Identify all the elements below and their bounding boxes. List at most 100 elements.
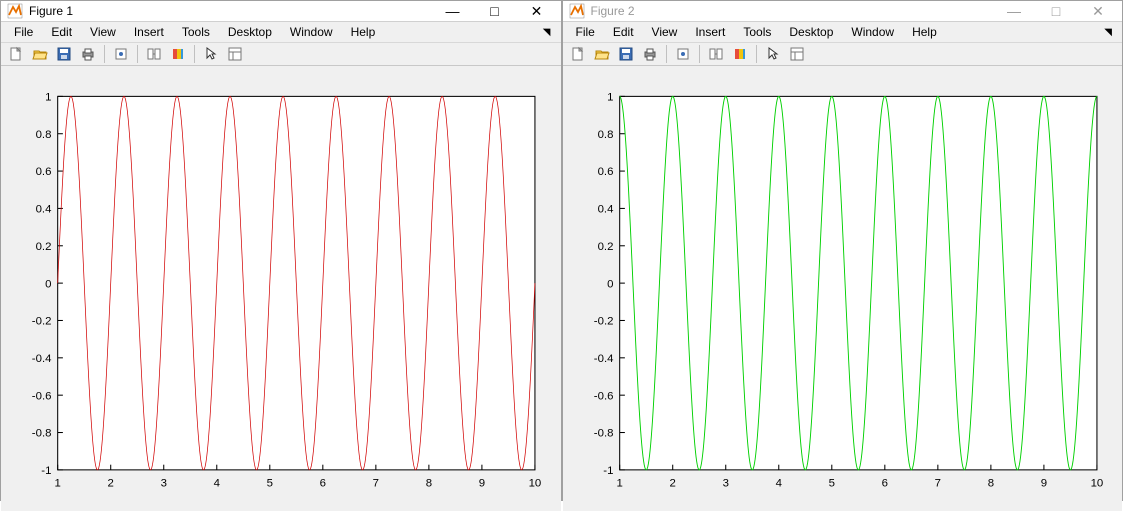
matlab-icon	[7, 3, 23, 19]
svg-text:1: 1	[607, 92, 613, 104]
plot-area: 12345678910-1-0.8-0.6-0.4-0.200.20.40.60…	[1, 66, 561, 511]
menubar: File Edit View Insert Tools Desktop Wind…	[1, 22, 561, 43]
svg-text:0.2: 0.2	[597, 241, 613, 253]
menu-edit[interactable]: Edit	[42, 22, 81, 42]
maximize-button[interactable]: □	[1044, 1, 1068, 21]
menu-insert[interactable]: Insert	[686, 22, 734, 42]
new-icon[interactable]	[567, 43, 589, 65]
menu-help[interactable]: Help	[903, 22, 946, 42]
open-icon[interactable]	[29, 43, 51, 65]
svg-text:0.4: 0.4	[597, 204, 614, 216]
save-icon[interactable]	[53, 43, 75, 65]
svg-text:10: 10	[1090, 477, 1103, 489]
print-icon[interactable]	[77, 43, 99, 65]
window-controls: — □ ✕	[441, 1, 557, 21]
menu-tools[interactable]: Tools	[173, 22, 219, 42]
menu-edit[interactable]: Edit	[604, 22, 643, 42]
matlab-icon	[569, 3, 585, 19]
menu-desktop[interactable]: Desktop	[219, 22, 281, 42]
minimize-button[interactable]: —	[1002, 1, 1026, 21]
menu-help[interactable]: Help	[342, 22, 385, 42]
toolbar	[1, 43, 561, 66]
plottools-icon[interactable]	[786, 43, 808, 65]
minimize-button[interactable]: —	[441, 1, 465, 21]
toolbar-separator	[756, 45, 757, 63]
toolbar-separator	[666, 45, 667, 63]
link-icon[interactable]	[705, 43, 727, 65]
menu-file[interactable]: File	[5, 22, 42, 42]
insert-colorbar-icon[interactable]	[167, 43, 189, 65]
window-title: Figure 1	[29, 4, 441, 18]
menu-window[interactable]: Window	[281, 22, 342, 42]
svg-text:-0.4: -0.4	[32, 353, 52, 365]
svg-text:0: 0	[45, 278, 51, 290]
window-title: Figure 2	[591, 4, 1003, 18]
menu-window[interactable]: Window	[842, 22, 903, 42]
svg-text:-0.8: -0.8	[593, 428, 613, 440]
menu-overflow-icon[interactable]: ◥	[543, 27, 557, 38]
new-icon[interactable]	[5, 43, 27, 65]
svg-text:0.8: 0.8	[36, 129, 52, 141]
titlebar[interactable]: Figure 1 — □ ✕	[1, 1, 561, 22]
menu-view[interactable]: View	[643, 22, 687, 42]
svg-text:2: 2	[108, 477, 114, 489]
svg-text:7: 7	[373, 477, 379, 489]
toolbar-separator	[194, 45, 195, 63]
svg-text:1: 1	[45, 92, 51, 104]
svg-text:6: 6	[881, 477, 887, 489]
svg-text:9: 9	[1040, 477, 1046, 489]
window-controls: — □ ✕	[1002, 1, 1118, 21]
menubar: File Edit View Insert Tools Desktop Wind…	[563, 22, 1123, 43]
edit-plot-icon[interactable]	[672, 43, 694, 65]
toolbar-separator	[137, 45, 138, 63]
save-icon[interactable]	[615, 43, 637, 65]
svg-text:0.8: 0.8	[597, 129, 613, 141]
svg-text:7: 7	[934, 477, 940, 489]
svg-text:-1: -1	[41, 465, 51, 477]
chart: 12345678910-1-0.8-0.6-0.4-0.200.20.40.60…	[11, 86, 551, 501]
pointer-icon[interactable]	[200, 43, 222, 65]
menu-file[interactable]: File	[567, 22, 604, 42]
figure-window-1: Figure 1 — □ ✕ File Edit View Insert Too…	[0, 0, 562, 501]
svg-text:4: 4	[214, 477, 221, 489]
svg-text:8: 8	[426, 477, 432, 489]
close-button[interactable]: ✕	[1086, 1, 1110, 21]
plot-area: 12345678910-1-0.8-0.6-0.4-0.200.20.40.60…	[563, 66, 1123, 511]
link-icon[interactable]	[143, 43, 165, 65]
menu-desktop[interactable]: Desktop	[780, 22, 842, 42]
close-button[interactable]: ✕	[525, 1, 549, 21]
print-icon[interactable]	[639, 43, 661, 65]
svg-text:4: 4	[775, 477, 782, 489]
svg-text:2: 2	[669, 477, 675, 489]
svg-text:-0.2: -0.2	[593, 316, 613, 328]
svg-text:1: 1	[616, 477, 622, 489]
pointer-icon[interactable]	[762, 43, 784, 65]
svg-text:-0.2: -0.2	[32, 316, 52, 328]
plottools-icon[interactable]	[224, 43, 246, 65]
edit-plot-icon[interactable]	[110, 43, 132, 65]
menu-tools[interactable]: Tools	[734, 22, 780, 42]
maximize-button[interactable]: □	[483, 1, 507, 21]
titlebar[interactable]: Figure 2 — □ ✕	[563, 1, 1123, 22]
svg-text:6: 6	[320, 477, 326, 489]
insert-colorbar-icon[interactable]	[729, 43, 751, 65]
svg-text:10: 10	[529, 477, 542, 489]
svg-text:0: 0	[607, 278, 613, 290]
svg-text:0.6: 0.6	[36, 166, 52, 178]
menu-view[interactable]: View	[81, 22, 125, 42]
toolbar-separator	[699, 45, 700, 63]
menu-overflow-icon[interactable]: ◥	[1104, 27, 1118, 38]
svg-text:9: 9	[479, 477, 485, 489]
svg-text:3: 3	[161, 477, 167, 489]
svg-text:1: 1	[55, 477, 61, 489]
menu-insert[interactable]: Insert	[125, 22, 173, 42]
svg-text:0.4: 0.4	[36, 204, 53, 216]
svg-text:-0.8: -0.8	[32, 428, 52, 440]
svg-text:5: 5	[828, 477, 834, 489]
svg-text:0.2: 0.2	[36, 241, 52, 253]
toolbar-separator	[104, 45, 105, 63]
svg-text:-0.6: -0.6	[593, 390, 613, 402]
open-icon[interactable]	[591, 43, 613, 65]
svg-text:-0.6: -0.6	[32, 390, 52, 402]
svg-text:8: 8	[987, 477, 993, 489]
